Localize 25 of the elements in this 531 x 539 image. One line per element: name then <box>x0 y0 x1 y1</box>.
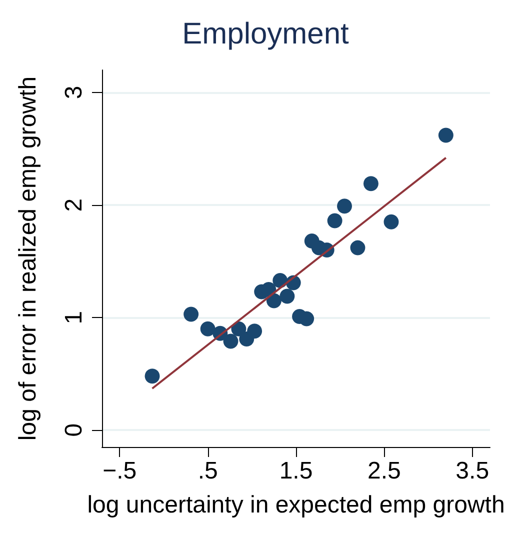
y-tick-label: 2 <box>60 198 88 212</box>
y-tick-label: 1 <box>60 310 88 324</box>
point <box>144 368 160 384</box>
x-tick-label: 3.5 <box>456 458 490 484</box>
point <box>200 321 216 336</box>
point <box>280 288 295 304</box>
point <box>184 306 199 322</box>
point <box>363 176 378 192</box>
y-tick-label: 3 <box>60 86 88 100</box>
point <box>223 334 238 349</box>
point <box>438 128 454 143</box>
x-tick-label: .5 <box>198 458 218 484</box>
point <box>299 311 314 326</box>
point <box>384 214 399 230</box>
point <box>350 240 366 256</box>
x-tick-label: 2.5 <box>367 458 401 484</box>
x-tick-label: 1.5 <box>279 458 313 484</box>
y-tick-label: 0 <box>60 423 88 437</box>
x-axis-title: log uncertainty in expected emp growth <box>87 492 505 518</box>
point <box>247 324 262 339</box>
point <box>327 213 342 228</box>
y-axis-title: log of error in realized emp growth <box>14 76 42 441</box>
x-tick-label: −.5 <box>102 458 137 484</box>
chart-title: Employment <box>182 18 350 50</box>
point <box>337 198 352 214</box>
